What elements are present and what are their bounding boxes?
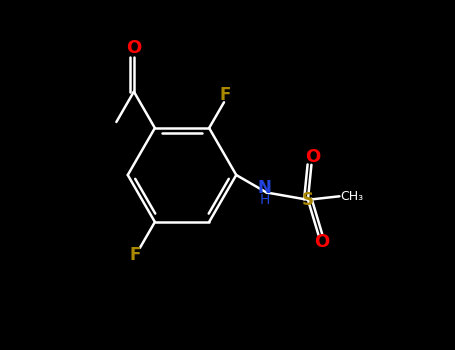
- Text: CH₃: CH₃: [340, 190, 363, 203]
- Text: F: F: [130, 245, 142, 264]
- Text: O: O: [314, 233, 329, 252]
- Text: H: H: [260, 193, 270, 206]
- Text: N: N: [258, 179, 272, 197]
- Text: S: S: [302, 191, 314, 209]
- Text: O: O: [126, 39, 142, 57]
- Text: O: O: [306, 148, 321, 166]
- Text: F: F: [219, 86, 231, 105]
